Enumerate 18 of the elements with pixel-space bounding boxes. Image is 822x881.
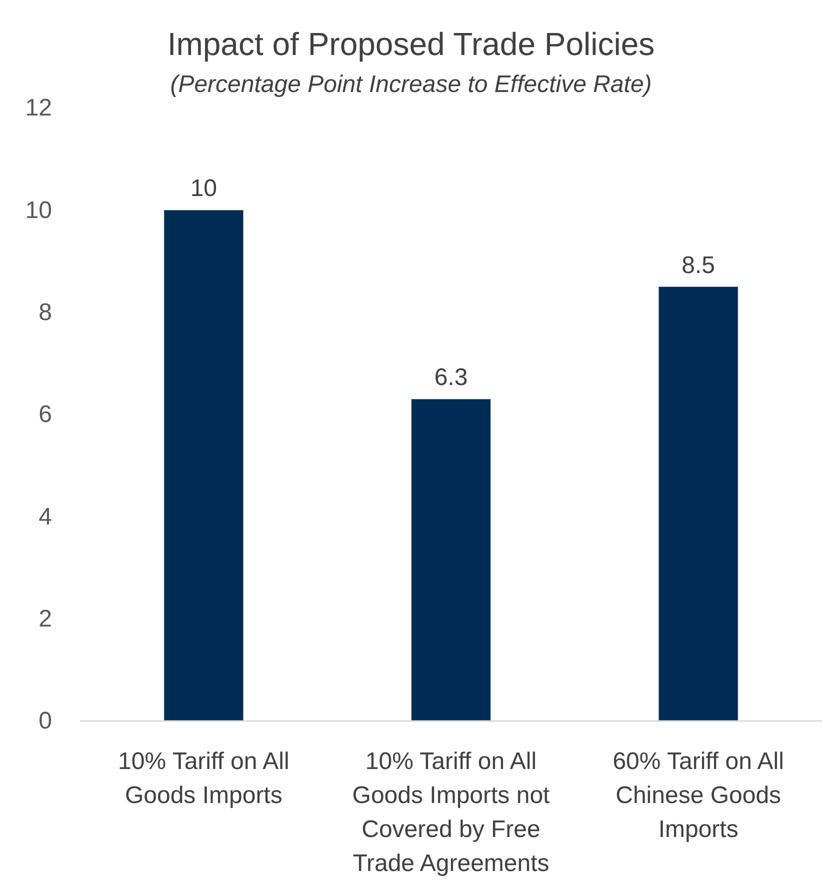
y-tick-label: 12 (25, 94, 52, 122)
x-tick-label: 10% Tariff on All Goods Imports not Covered by Free Trade Agreements (352, 748, 550, 877)
bar (411, 399, 491, 721)
x-tick-label: 60% Tariff on All Chinese Goods Imports (612, 748, 784, 843)
x-tick-label: 10% Tariff on All Goods Imports (118, 748, 290, 809)
chart-title: Impact of Proposed Trade Policies (167, 26, 655, 62)
data-label: 10 (190, 175, 218, 202)
y-tick-label: 2 (38, 606, 52, 633)
y-tick-label: 6 (38, 401, 52, 428)
bar (658, 286, 738, 721)
bar (164, 210, 244, 721)
chart-subtitle: (Percentage Point Increase to Effective Rate) (170, 71, 652, 98)
y-tick-label: 4 (38, 503, 52, 530)
y-tick-label: 0 (38, 708, 52, 735)
y-tick-label: 8 (38, 299, 52, 326)
y-tick-label: 10 (25, 196, 52, 224)
data-label: 8.5 (682, 252, 716, 279)
data-label: 6.3 (434, 364, 468, 392)
